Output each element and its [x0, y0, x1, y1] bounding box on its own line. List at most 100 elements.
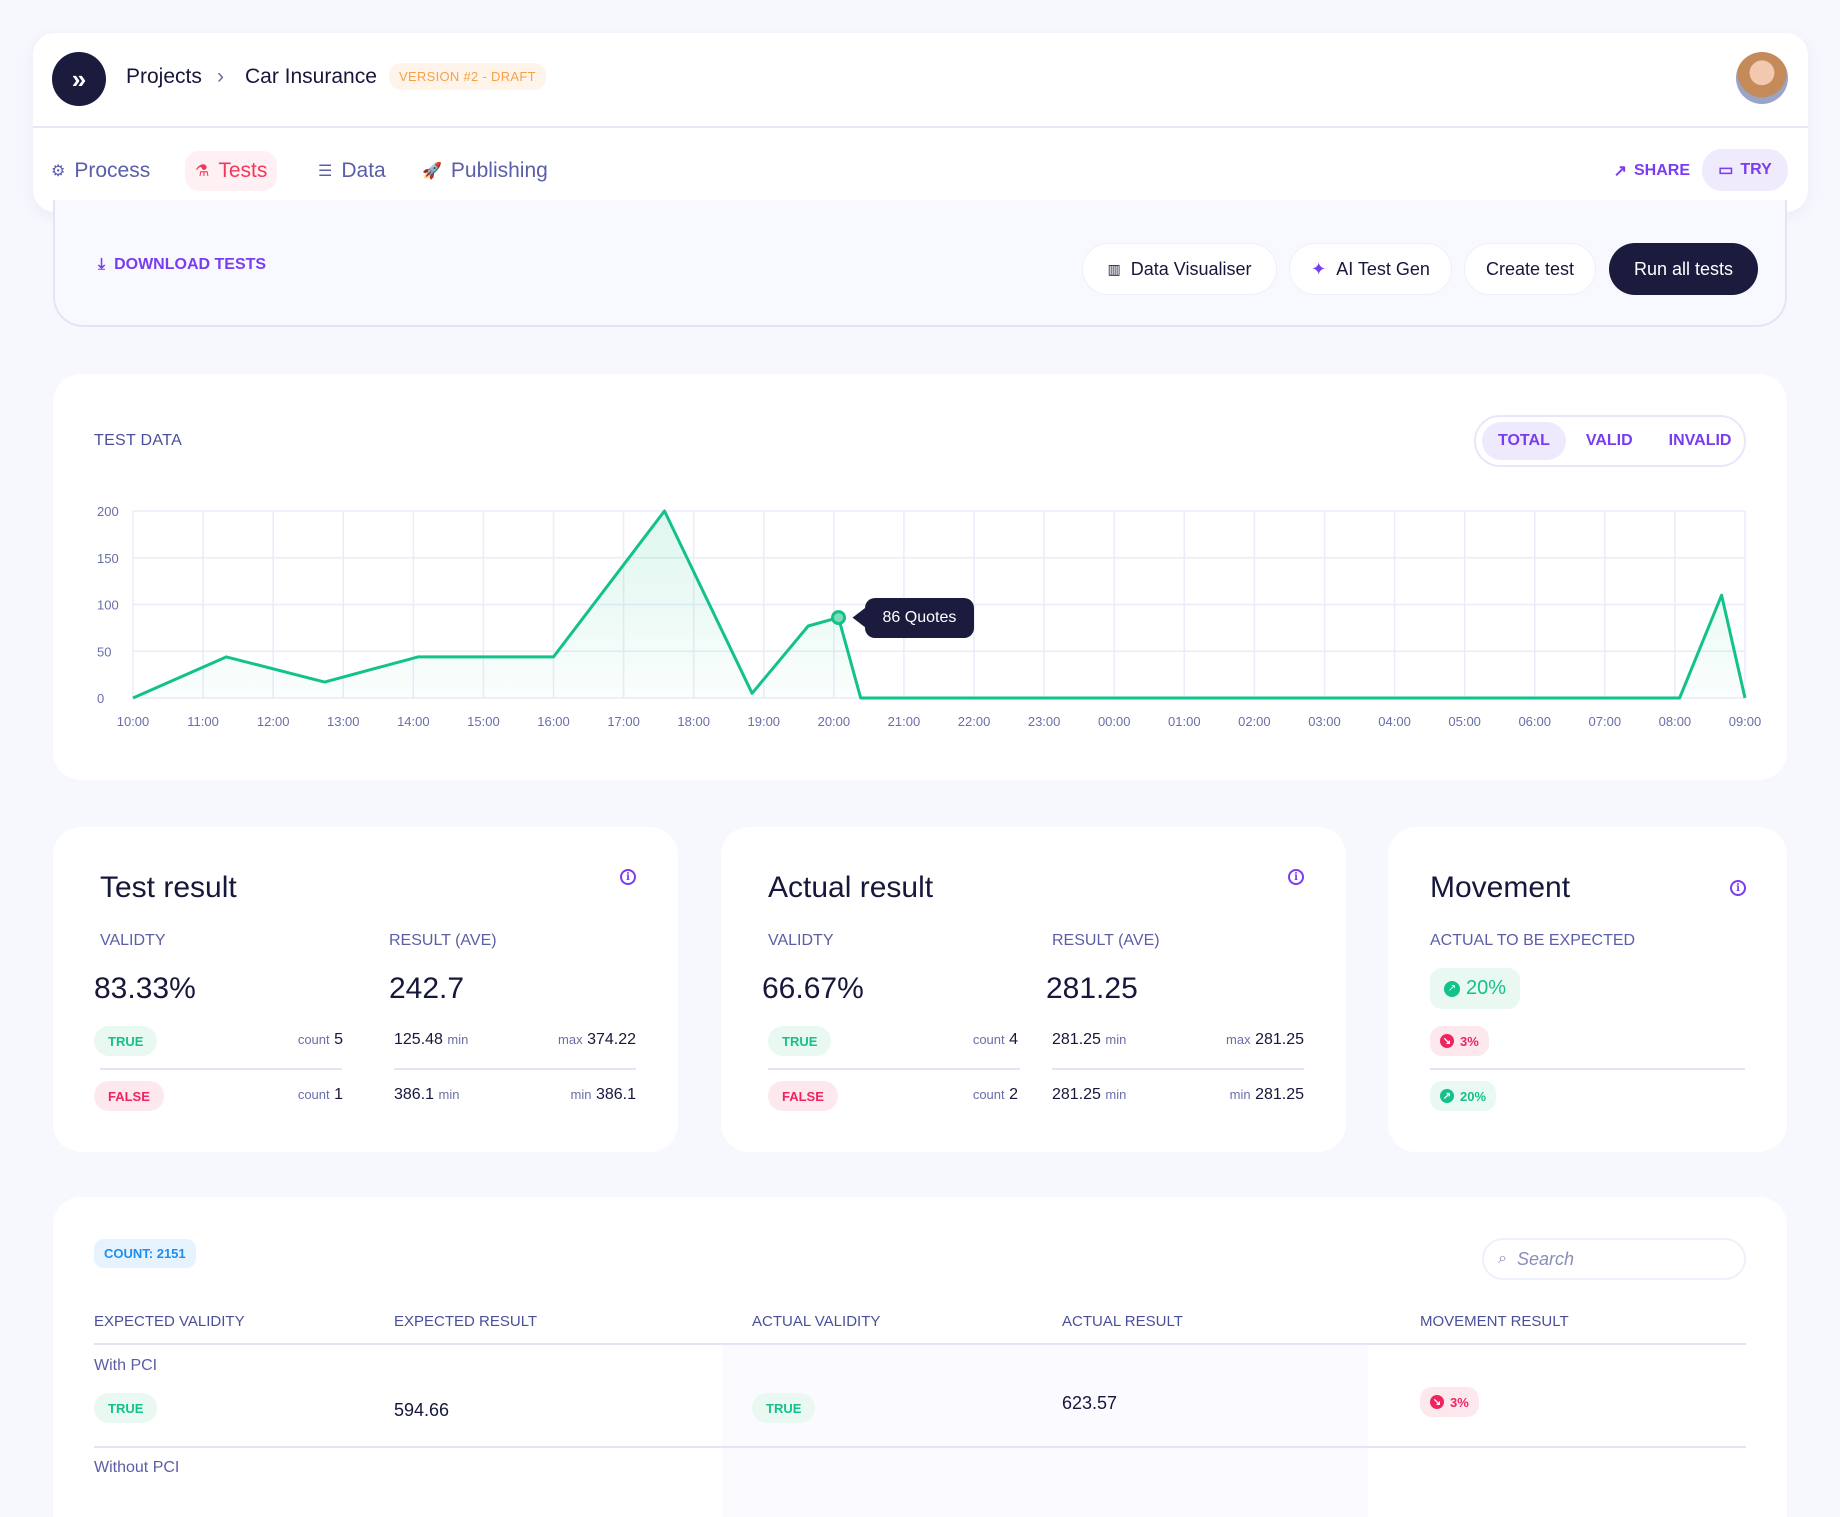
actual-validity-badge: TRUE — [752, 1393, 816, 1423]
share-button[interactable]: ↗ SHARE — [1614, 157, 1690, 185]
header-divider — [33, 126, 1808, 128]
row-group-label: With PCI — [94, 1357, 158, 1374]
search-input[interactable]: ⌕ Search — [1482, 1238, 1746, 1280]
movement-main-badge: ↗ 20% — [1430, 968, 1521, 1009]
movement-value: 3% — [1460, 1033, 1479, 1049]
app-logo[interactable]: » — [52, 52, 106, 106]
test-data-chart-card: TEST DATA TOTAL VALID INVALID 10:00 11:00… — [53, 374, 1787, 780]
data-visualiser-button[interactable]: ▥ Data Visualiser — [1082, 243, 1277, 295]
movement-badge-down: ↘ 3% — [1430, 1026, 1489, 1056]
button-label: Create test — [1485, 258, 1575, 279]
sparkle-icon: ✦ — [1311, 258, 1327, 279]
column-header-actual-result[interactable]: ACTUAL RESULT — [1062, 1313, 1183, 1330]
row-divider — [394, 1068, 636, 1070]
column-header-movement-result[interactable]: MOVEMENT RESULT — [1420, 1313, 1569, 1330]
true-max: max 374.22 — [558, 1031, 636, 1049]
download-icon: ⤓ — [98, 256, 106, 273]
x-tick-label: 08:00 — [1659, 714, 1692, 729]
column-header-actual-validity[interactable]: ACTUAL VALIDITY — [752, 1313, 881, 1330]
row-divider — [1052, 1068, 1304, 1070]
x-tick-label: 18:00 — [677, 714, 710, 729]
info-icon[interactable]: i — [1288, 869, 1304, 885]
y-tick-label: 150 — [97, 551, 119, 566]
filter-invalid[interactable]: INVALID — [1668, 432, 1732, 449]
tab-data[interactable]: ☰ Data — [308, 151, 396, 191]
false-min: 281.25 min — [1052, 1086, 1126, 1104]
run-all-tests-button[interactable]: Run all tests — [1609, 243, 1758, 295]
x-tick-label: 01:00 — [1168, 714, 1201, 729]
actual-columns-shade — [722, 1345, 1368, 1517]
validity-label: VALIDTY — [768, 932, 834, 949]
result-label: RESULT (AVE) — [1052, 932, 1160, 949]
min-label: min — [570, 1087, 592, 1102]
download-tests-button[interactable]: ⤓ DOWNLOAD TESTS — [98, 256, 266, 274]
chevron-right-icon: › — [217, 65, 224, 88]
filter-total[interactable]: TOTAL — [1482, 422, 1566, 460]
download-label: DOWNLOAD TESTS — [114, 256, 267, 273]
search-placeholder: Search — [1516, 1248, 1575, 1269]
count-label: count — [297, 1087, 330, 1102]
column-header-expected-validity[interactable]: EXPECTED VALIDITY — [94, 1313, 245, 1330]
row-group-label: Without PCI — [94, 1459, 180, 1476]
true-badge: TRUE — [94, 1026, 158, 1056]
filter-valid[interactable]: VALID — [1585, 432, 1633, 449]
y-tick-label: 50 — [97, 644, 111, 659]
tab-publishing[interactable]: 🚀 Publishing — [412, 151, 558, 191]
movement-result-badge: ↘ 3% — [1420, 1387, 1479, 1417]
breadcrumb-current[interactable]: Car Insurance — [245, 65, 377, 88]
x-tick-label: 11:00 — [187, 714, 219, 729]
x-tick-label: 19:00 — [748, 714, 781, 729]
movement-value: 3% — [1450, 1394, 1469, 1410]
result-value: 242.7 — [389, 972, 465, 1005]
info-icon[interactable]: i — [1730, 880, 1746, 896]
info-icon[interactable]: i — [620, 869, 636, 885]
card-title: Actual result — [768, 871, 934, 904]
results-table-card: COUNT: 2151 ⌕ Search EXPECTED VALIDITY E… — [53, 1197, 1787, 1517]
database-icon: ☰ — [318, 163, 333, 180]
x-tick-label: 20:00 — [818, 714, 851, 729]
validity-label: VALIDTY — [100, 932, 166, 949]
tab-process[interactable]: ⚙ Process — [41, 151, 160, 191]
row-divider — [1430, 1068, 1745, 1070]
x-tick-label: 07:00 — [1589, 714, 1622, 729]
external-link-icon: ↗ — [1613, 163, 1627, 180]
x-tick-label: 09:00 — [1729, 714, 1762, 729]
validity-value: 83.33% — [94, 972, 196, 1005]
tab-tests[interactable]: ⚗ Tests — [185, 151, 278, 191]
arrow-up-right-icon: ↗ — [1444, 980, 1460, 997]
x-tick-label: 13:00 — [327, 714, 360, 729]
false-count: count 2 — [973, 1086, 1018, 1104]
false-min: 386.1 min — [394, 1086, 459, 1104]
min-value: 281.25 — [1052, 1031, 1101, 1048]
tab-label: Tests — [218, 159, 268, 182]
highlighted-point — [831, 610, 847, 626]
count-label: count — [972, 1032, 1005, 1047]
movement-label: ACTUAL TO BE EXPECTED — [1430, 932, 1636, 949]
flask-icon: ⚗ — [195, 163, 210, 180]
false-right: min 281.25 — [1230, 1086, 1304, 1104]
row-divider — [100, 1068, 342, 1070]
breadcrumb-projects[interactable]: Projects — [126, 65, 202, 88]
max-value: 374.22 — [587, 1031, 636, 1048]
max-label: max — [1226, 1032, 1251, 1047]
min-value: 281.25 — [1255, 1086, 1304, 1103]
count-label: count — [297, 1032, 330, 1047]
x-tick-label: 17:00 — [607, 714, 640, 729]
chart-tooltip: 86 Quotes — [864, 597, 975, 638]
actual-result-card: Actual result i VALIDTY RESULT (AVE) 66.… — [721, 827, 1346, 1152]
create-test-button[interactable]: Create test — [1464, 243, 1596, 295]
y-tick-label: 200 — [97, 504, 119, 519]
true-min: 281.25 min — [1052, 1031, 1126, 1049]
row-divider — [768, 1068, 1020, 1070]
column-header-expected-result[interactable]: EXPECTED RESULT — [394, 1313, 538, 1330]
bar-chart-icon: ▥ — [1107, 260, 1121, 277]
header-divider — [94, 1343, 1746, 1345]
try-button[interactable]: ▭ TRY — [1702, 149, 1788, 191]
count-value: 5 — [334, 1031, 343, 1048]
movement-value: 20% — [1460, 1088, 1487, 1104]
avatar[interactable] — [1736, 52, 1788, 104]
validity-value: 66.67% — [762, 972, 864, 1005]
ai-test-gen-button[interactable]: ✦ AI Test Gen — [1289, 243, 1452, 295]
tests-toolbar: ⤓ DOWNLOAD TESTS ▥ Data Visualiser ✦ AI Tes… — [53, 200, 1787, 327]
count-label: count — [972, 1087, 1005, 1102]
